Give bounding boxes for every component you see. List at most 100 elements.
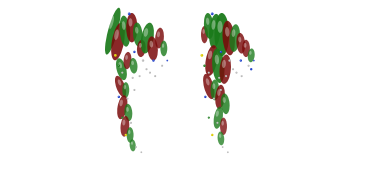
Circle shape: [127, 98, 128, 99]
Circle shape: [218, 77, 220, 79]
Ellipse shape: [125, 55, 128, 60]
Ellipse shape: [115, 76, 126, 97]
Ellipse shape: [155, 28, 164, 48]
Circle shape: [142, 59, 144, 62]
Circle shape: [236, 72, 237, 74]
Ellipse shape: [244, 43, 246, 48]
Ellipse shape: [157, 31, 160, 37]
Ellipse shape: [219, 54, 231, 84]
Ellipse shape: [124, 52, 131, 69]
Circle shape: [152, 59, 155, 62]
Ellipse shape: [211, 20, 216, 30]
Circle shape: [118, 96, 120, 98]
Ellipse shape: [205, 45, 218, 76]
Ellipse shape: [204, 13, 214, 39]
Circle shape: [211, 134, 213, 135]
Ellipse shape: [116, 58, 127, 80]
Circle shape: [133, 89, 136, 91]
Ellipse shape: [222, 60, 226, 68]
Ellipse shape: [129, 58, 137, 74]
Ellipse shape: [214, 13, 229, 56]
Ellipse shape: [126, 107, 129, 112]
Circle shape: [211, 13, 213, 14]
Ellipse shape: [212, 48, 224, 83]
Ellipse shape: [117, 95, 128, 119]
Circle shape: [141, 151, 142, 153]
Ellipse shape: [119, 99, 123, 106]
Circle shape: [135, 146, 137, 148]
Circle shape: [216, 122, 218, 124]
Ellipse shape: [127, 127, 134, 143]
Circle shape: [118, 65, 119, 66]
Ellipse shape: [129, 139, 136, 151]
Ellipse shape: [147, 36, 158, 61]
Ellipse shape: [118, 62, 122, 68]
Circle shape: [220, 89, 221, 90]
Ellipse shape: [124, 85, 126, 89]
Ellipse shape: [208, 51, 212, 59]
Circle shape: [227, 151, 229, 153]
Circle shape: [240, 59, 242, 62]
Ellipse shape: [121, 116, 129, 137]
Circle shape: [213, 98, 215, 100]
Circle shape: [132, 77, 134, 79]
Ellipse shape: [216, 111, 219, 117]
Circle shape: [211, 12, 214, 15]
Circle shape: [121, 117, 123, 118]
Ellipse shape: [201, 26, 208, 43]
Ellipse shape: [162, 43, 164, 48]
Ellipse shape: [209, 14, 221, 48]
Ellipse shape: [206, 18, 210, 25]
Ellipse shape: [223, 21, 235, 55]
Ellipse shape: [131, 142, 133, 145]
Ellipse shape: [128, 130, 131, 134]
Circle shape: [152, 60, 154, 61]
Ellipse shape: [238, 37, 241, 42]
Ellipse shape: [131, 61, 134, 65]
Circle shape: [130, 122, 132, 124]
Circle shape: [201, 54, 202, 56]
Ellipse shape: [118, 79, 121, 85]
Ellipse shape: [218, 131, 224, 145]
Ellipse shape: [203, 29, 205, 34]
Circle shape: [236, 72, 237, 73]
Circle shape: [225, 75, 227, 77]
Ellipse shape: [219, 134, 221, 138]
Ellipse shape: [149, 41, 153, 47]
Ellipse shape: [225, 27, 229, 37]
Circle shape: [218, 77, 219, 78]
Circle shape: [130, 122, 131, 123]
Circle shape: [204, 65, 205, 66]
Ellipse shape: [215, 85, 225, 109]
Ellipse shape: [126, 13, 137, 42]
Ellipse shape: [160, 41, 167, 56]
Circle shape: [225, 75, 226, 76]
Ellipse shape: [122, 82, 129, 98]
Ellipse shape: [122, 120, 125, 125]
Circle shape: [220, 51, 221, 52]
Ellipse shape: [221, 93, 230, 114]
Circle shape: [250, 68, 252, 70]
Circle shape: [232, 68, 234, 70]
Circle shape: [139, 75, 140, 76]
Ellipse shape: [129, 18, 133, 26]
Circle shape: [240, 60, 241, 61]
Ellipse shape: [221, 121, 224, 126]
Circle shape: [253, 60, 254, 61]
Circle shape: [211, 134, 213, 136]
Ellipse shape: [214, 107, 223, 129]
Circle shape: [229, 60, 230, 61]
Circle shape: [154, 75, 156, 77]
Circle shape: [247, 65, 250, 67]
Ellipse shape: [139, 43, 142, 48]
Circle shape: [222, 146, 223, 147]
Ellipse shape: [124, 104, 132, 121]
Circle shape: [133, 51, 136, 53]
Circle shape: [200, 54, 203, 57]
Circle shape: [154, 75, 155, 76]
Circle shape: [139, 75, 141, 77]
Ellipse shape: [248, 48, 255, 62]
Ellipse shape: [105, 8, 121, 54]
Circle shape: [167, 60, 168, 61]
Circle shape: [208, 72, 210, 74]
